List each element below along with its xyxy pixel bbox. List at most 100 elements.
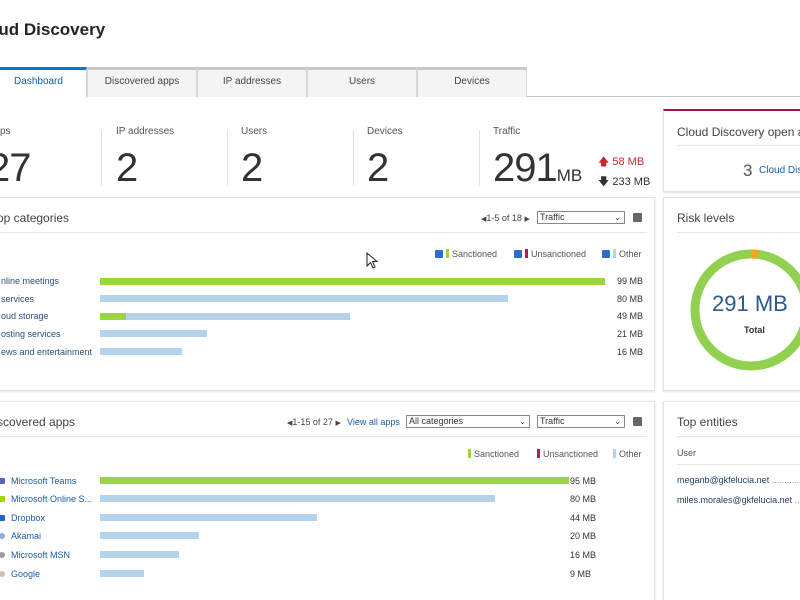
- chevron-down-icon: ⌄: [614, 417, 621, 426]
- top-categories-pager[interactable]: ◀1-5 of 18 ▶: [481, 213, 530, 223]
- divider: [677, 232, 800, 233]
- tab-devices[interactable]: Devices: [417, 67, 527, 97]
- tab-discovered-apps[interactable]: Discovered apps: [87, 67, 197, 97]
- stat-devices[interactable]: Devices 2: [367, 126, 403, 190]
- metric-select-value: Traffic: [540, 212, 565, 222]
- app-value: 16 MB: [570, 550, 597, 560]
- risk-levels-card: Risk levels 291 MB Total: [663, 197, 800, 391]
- legend-label: Other: [619, 449, 642, 459]
- app-bar[interactable]: [100, 532, 199, 539]
- checkbox-icon: [435, 250, 443, 258]
- tab-dashboard[interactable]: Dashboard: [0, 67, 87, 98]
- stat-apps[interactable]: ps 27: [0, 126, 31, 190]
- other-swatch: [613, 449, 616, 458]
- app-value: 44 MB: [570, 513, 597, 523]
- app-label[interactable]: Akamai: [11, 531, 42, 541]
- chevron-down-icon: ⌄: [519, 417, 526, 426]
- stat-divider: [101, 130, 102, 186]
- download-value: 233 MB: [612, 176, 651, 188]
- top-categories-metric-select[interactable]: Traffic ⌄: [537, 211, 625, 224]
- tab-ip-addresses[interactable]: IP addresses: [197, 67, 307, 97]
- pager-text: 1-15 of 27: [292, 417, 333, 427]
- other-swatch: [613, 249, 616, 258]
- legend-unsanctioned[interactable]: Unsanctioned: [537, 449, 598, 459]
- pager-prev-icon[interactable]: ◀: [481, 216, 487, 223]
- pager-next-icon[interactable]: ▶: [335, 420, 341, 427]
- legend-label: Sanctioned: [474, 449, 520, 459]
- category-bar[interactable]: [100, 278, 605, 285]
- chevron-down-icon: ⌄: [614, 213, 621, 222]
- tab-users[interactable]: Users: [307, 67, 417, 97]
- category-filter-select[interactable]: All categories ⌄: [406, 415, 530, 428]
- stat-traffic[interactable]: Traffic 291MB: [493, 126, 593, 190]
- legend-sanctioned[interactable]: Sanctioned: [468, 449, 519, 459]
- divider: [677, 436, 800, 437]
- top-entities-card: Top entities User meganb@gkfelucia.net .…: [663, 401, 800, 600]
- pager-prev-icon[interactable]: ◀: [287, 420, 293, 427]
- category-label[interactable]: oud storage: [1, 311, 49, 321]
- top-categories-card: op categories ◀1-5 of 18 ▶ Traffic ⌄ Sanc…: [0, 197, 655, 391]
- discovered-apps-metric-select[interactable]: Traffic ⌄: [537, 415, 625, 428]
- app-label[interactable]: Microsoft MSN: [11, 550, 71, 560]
- risk-donut-chart[interactable]: [688, 247, 800, 373]
- legend-label: Sanctioned: [452, 249, 498, 259]
- category-label[interactable]: osting services: [1, 329, 61, 339]
- category-label[interactable]: services: [1, 294, 35, 304]
- app-bar[interactable]: [100, 570, 144, 577]
- category-bar[interactable]: [100, 313, 350, 320]
- entity-label[interactable]: meganb@gkfelucia.net: [677, 475, 770, 485]
- stat-ip-label: IP addresses: [116, 126, 175, 137]
- app-label[interactable]: Microsoft Online S...: [11, 494, 93, 504]
- akamai-icon: [0, 533, 5, 539]
- entities-column-header: User: [677, 448, 697, 458]
- category-bar[interactable]: [100, 348, 182, 355]
- discovered-apps-card: scovered apps ◀1-15 of 27 ▶ View all app…: [0, 401, 655, 600]
- app-bar[interactable]: [100, 551, 179, 558]
- legend-sanctioned[interactable]: Sanctioned: [435, 249, 497, 259]
- legend-label: Unsanctioned: [543, 449, 599, 459]
- stat-ip-addresses[interactable]: IP addresses 2: [116, 126, 175, 190]
- stat-ip-value: 2: [116, 146, 138, 190]
- upload-value: 58 MB: [612, 156, 645, 168]
- discovered-apps-title: scovered apps: [0, 415, 76, 429]
- category-bar[interactable]: [100, 330, 207, 337]
- upload-arrow-icon: 🡅: [598, 156, 610, 168]
- traffic-unit: MB: [556, 166, 583, 185]
- discovered-apps-pager[interactable]: ◀1-15 of 27 ▶: [287, 417, 341, 427]
- app-bar[interactable]: [100, 514, 317, 521]
- category-label[interactable]: ews and entertainment: [1, 347, 93, 357]
- divider: [677, 464, 800, 465]
- divider: [0, 436, 647, 437]
- entity-row[interactable]: miles.morales@gkfelucia.net .........: [677, 495, 800, 505]
- app-value: 20 MB: [570, 531, 597, 541]
- app-bar[interactable]: [100, 495, 495, 502]
- stat-devices-value: 2: [367, 146, 389, 190]
- alerts-link[interactable]: Cloud Disc: [759, 165, 800, 176]
- risk-total-caption: Total: [744, 325, 765, 335]
- legend-unsanctioned[interactable]: Unsanctioned: [514, 249, 586, 259]
- pager-text: 1-5 of 18: [486, 213, 522, 223]
- app-label[interactable]: Microsoft Teams: [11, 476, 77, 486]
- stat-devices-label: Devices: [367, 126, 403, 137]
- pager-next-icon[interactable]: ▶: [524, 216, 530, 223]
- traffic-number: 291: [493, 146, 558, 190]
- category-filter-value: All categories: [409, 416, 464, 426]
- export-icon[interactable]: [633, 417, 642, 426]
- stat-apps-label: ps: [0, 126, 11, 137]
- view-all-apps-link[interactable]: View all apps: [347, 417, 400, 427]
- sanctioned-swatch: [446, 249, 449, 258]
- stat-users-value: 2: [241, 146, 263, 190]
- export-icon[interactable]: [633, 213, 642, 222]
- stat-traffic-value: 291MB: [493, 146, 582, 191]
- entity-label[interactable]: miles.morales@gkfelucia.net: [677, 495, 793, 505]
- app-label[interactable]: Dropbox: [11, 513, 46, 523]
- legend-label: Unsanctioned: [531, 249, 587, 259]
- category-label[interactable]: nline meetings: [1, 276, 60, 286]
- legend-other[interactable]: Other: [602, 249, 642, 259]
- entity-row[interactable]: meganb@gkfelucia.net ..............: [677, 475, 800, 485]
- app-bar[interactable]: [100, 477, 569, 484]
- app-label[interactable]: Google: [11, 569, 41, 579]
- category-bar[interactable]: [100, 295, 508, 302]
- legend-other[interactable]: Other: [613, 449, 642, 459]
- stat-users[interactable]: Users 2: [241, 126, 267, 190]
